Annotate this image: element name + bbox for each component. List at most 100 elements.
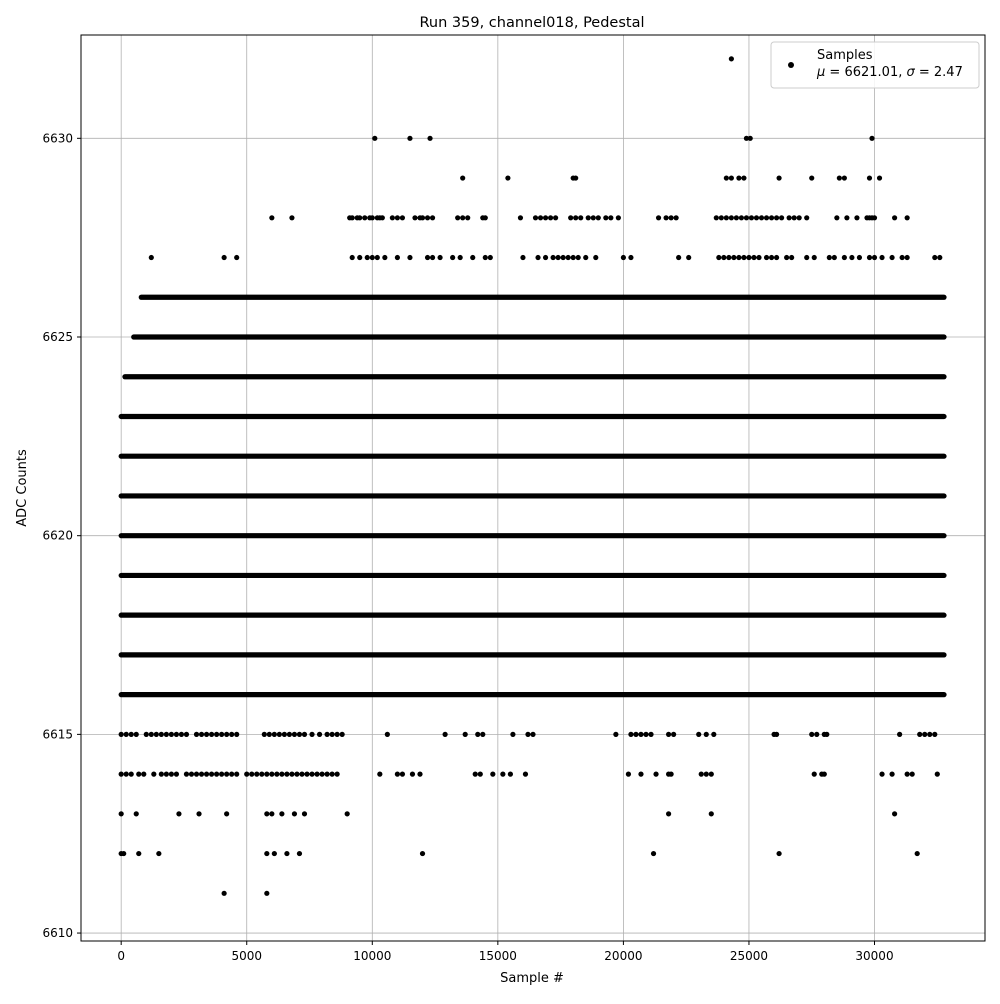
sample-point — [301, 811, 308, 817]
sample-point — [784, 254, 790, 261]
sample-point — [703, 771, 709, 777]
sample-point — [334, 771, 340, 777]
sample-point — [264, 771, 270, 777]
sample-point — [394, 215, 400, 221]
sample-point — [168, 731, 174, 737]
sample-point — [676, 254, 682, 261]
sample-point — [379, 215, 385, 221]
sample-point — [279, 811, 285, 817]
sample-point — [542, 254, 549, 261]
sample-point — [455, 215, 461, 221]
sample-point — [221, 254, 227, 261]
sample-point — [299, 771, 305, 777]
sample-point — [869, 135, 875, 141]
sample-point — [269, 771, 275, 777]
sample-point — [193, 731, 200, 737]
sample-point — [723, 215, 729, 221]
sample-point — [151, 771, 157, 777]
sample-point — [296, 731, 303, 737]
sample-point — [229, 771, 235, 777]
sample-point — [809, 731, 815, 737]
sample-point — [804, 215, 810, 221]
sample-point — [897, 731, 903, 737]
sample-point — [261, 731, 267, 737]
sample-point — [613, 731, 619, 737]
legend-mu-value: 6621.01 — [844, 65, 898, 80]
sample-point — [316, 731, 323, 737]
sample-point — [934, 771, 940, 777]
sample-point — [173, 771, 180, 777]
sample-point — [163, 771, 169, 777]
sample-point — [234, 731, 240, 737]
sample-point — [394, 771, 400, 777]
legend-sigma-eq: = — [915, 65, 934, 80]
sample-point — [736, 175, 742, 181]
sample-point — [158, 731, 164, 737]
sample-point — [776, 175, 782, 181]
x-tick-label: 30000 — [855, 949, 893, 963]
sample-point — [377, 771, 383, 777]
sample-point — [384, 731, 390, 737]
sample-point — [419, 850, 426, 857]
sample-point — [505, 175, 511, 181]
sample-point — [208, 731, 215, 737]
sample-point — [214, 731, 220, 737]
sample-point — [193, 771, 200, 777]
sample-point — [487, 254, 493, 261]
sample-point — [244, 771, 250, 777]
sample-point — [834, 215, 840, 221]
sample-point — [547, 215, 554, 221]
x-tick-label: 15000 — [479, 949, 517, 963]
sample-point — [625, 771, 632, 777]
sample-point — [214, 771, 220, 777]
sample-point — [382, 254, 388, 261]
data-points — [118, 56, 947, 896]
legend-sigma-value: 2.47 — [934, 65, 963, 80]
sample-point — [424, 215, 431, 221]
sample-point — [922, 731, 928, 737]
sample-point — [304, 771, 310, 777]
sample-point — [427, 135, 433, 141]
sample-point — [301, 731, 308, 737]
sample-point — [650, 850, 657, 857]
sample-point — [804, 254, 810, 261]
sample-point — [648, 731, 654, 737]
sample-point — [814, 731, 820, 737]
sample-point — [296, 850, 303, 857]
sample-point — [203, 771, 210, 777]
sample-point — [751, 254, 757, 261]
sample-point — [671, 731, 677, 737]
sample-point — [585, 215, 591, 221]
sample-point — [324, 731, 330, 737]
sample-point — [723, 175, 729, 181]
sample-point — [229, 731, 235, 737]
x-axis-label: Sample # — [500, 971, 564, 986]
sample-point — [811, 771, 817, 777]
sample-point — [264, 890, 270, 896]
sample-point — [314, 771, 320, 777]
sample-point — [763, 254, 770, 261]
sample-point — [666, 811, 672, 817]
sample-point — [673, 215, 679, 221]
sample-point — [264, 850, 270, 857]
sample-point — [219, 771, 225, 777]
sample-point — [743, 135, 750, 141]
sample-point — [357, 254, 363, 261]
sample-point — [595, 215, 601, 221]
sample-point — [324, 771, 330, 777]
sample-point — [796, 215, 802, 221]
sample-point — [394, 254, 400, 261]
sample-point — [871, 215, 878, 221]
sample-point — [655, 215, 662, 221]
sample-point — [535, 254, 541, 261]
sample-point — [349, 254, 355, 261]
sample-point — [196, 811, 202, 817]
sample-point — [726, 254, 732, 261]
sample-point — [708, 771, 714, 777]
sample-point — [477, 771, 483, 777]
sample-point — [123, 731, 129, 737]
sample-point — [364, 254, 370, 261]
sample-point — [573, 215, 579, 221]
sample-point — [284, 771, 290, 777]
